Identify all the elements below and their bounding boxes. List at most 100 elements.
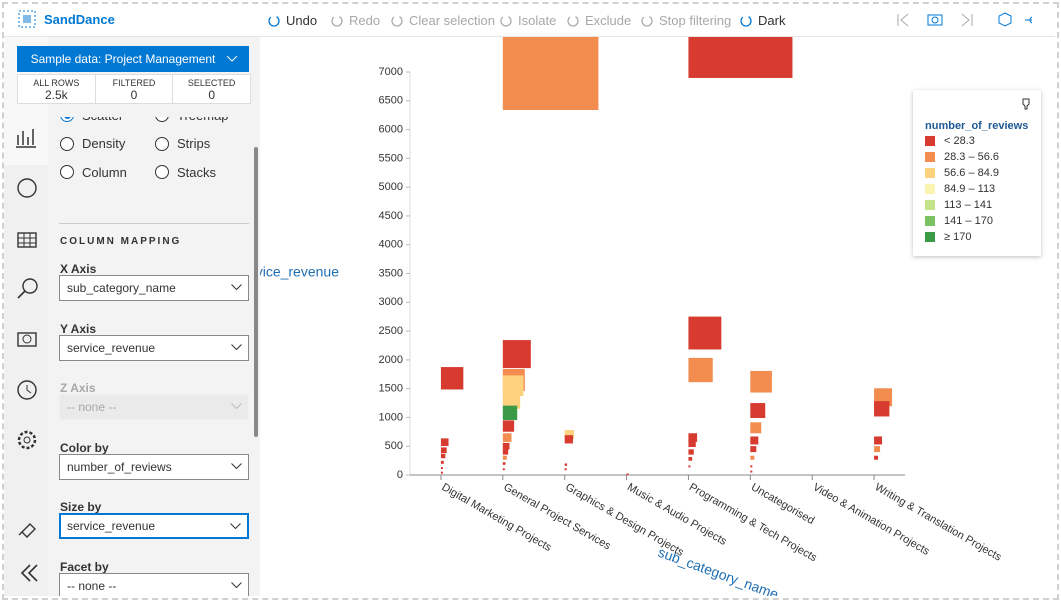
data-point[interactable] <box>502 468 505 471</box>
legend-label: < 28.3 <box>944 135 975 147</box>
data-point[interactable] <box>688 0 793 78</box>
data-point[interactable] <box>502 455 507 460</box>
data-point[interactable] <box>688 433 698 442</box>
data-point[interactable] <box>688 439 696 448</box>
y-tick-label: 7000 <box>379 66 403 78</box>
section-title: COLUMN MAPPING <box>60 236 182 247</box>
data-point[interactable] <box>688 449 694 455</box>
data-point[interactable] <box>502 420 515 432</box>
data-point[interactable] <box>874 436 883 445</box>
data-point[interactable] <box>750 465 753 468</box>
legend-item[interactable]: ≥ 170 <box>925 231 971 243</box>
data-point[interactable] <box>440 447 447 454</box>
data-point[interactable] <box>750 455 755 460</box>
legend-label: 141 – 170 <box>944 215 993 227</box>
data-point[interactable] <box>502 442 510 450</box>
data-point[interactable] <box>626 473 629 476</box>
field-select[interactable]: service_revenue <box>59 334 249 361</box>
data-point[interactable] <box>502 14 599 111</box>
data-point[interactable] <box>688 457 693 461</box>
legend-item[interactable]: 141 – 170 <box>925 215 993 227</box>
logo[interactable]: SandDance <box>18 10 115 28</box>
stat: ALL ROWS 2.5k <box>18 75 96 103</box>
button-label: Exclude <box>585 13 632 28</box>
data-point[interactable] <box>750 446 757 453</box>
field-select[interactable]: sub_category_name <box>59 275 249 301</box>
data-point[interactable] <box>874 401 890 417</box>
data-point[interactable] <box>440 367 464 390</box>
button-label: Dark <box>758 13 786 28</box>
data-point[interactable] <box>440 453 446 459</box>
toolbar-button[interactable]: Undo <box>267 13 317 28</box>
y-tick-label: 1000 <box>379 411 403 423</box>
data-point[interactable] <box>440 460 444 464</box>
legend-swatch <box>925 168 935 178</box>
field-value: -- none -- <box>67 579 117 593</box>
data-point[interactable] <box>688 316 722 350</box>
radio-button <box>60 165 74 180</box>
data-point[interactable] <box>564 430 575 440</box>
button-icon <box>641 14 653 27</box>
data-point[interactable] <box>440 438 449 446</box>
toolbar-button[interactable]: Dark <box>739 13 785 28</box>
scrollbar[interactable] <box>254 147 258 437</box>
chart-type-option[interactable]: Strips <box>155 136 210 151</box>
field-select[interactable]: service_revenue <box>59 513 249 540</box>
chart-type-option[interactable]: Density <box>60 136 125 151</box>
data-point[interactable] <box>874 446 881 453</box>
legend-item[interactable]: < 28.3 <box>925 135 975 147</box>
data-point[interactable] <box>874 455 879 460</box>
data-point[interactable] <box>440 467 443 470</box>
legend-label: 28.3 – 56.6 <box>944 151 1000 163</box>
button-label: Clear selection <box>409 13 495 28</box>
legend-item[interactable]: 113 – 141 <box>925 199 992 211</box>
legend-item[interactable]: 56.6 – 84.9 <box>925 167 999 179</box>
legend-item[interactable]: 28.3 – 56.6 <box>925 151 999 163</box>
data-point[interactable] <box>750 403 766 418</box>
field-select[interactable]: -- none -- <box>59 573 249 596</box>
chart-type-option[interactable]: Scatter <box>60 117 123 123</box>
data-point[interactable] <box>502 433 512 442</box>
data-point[interactable] <box>688 465 691 468</box>
radio-label: Treemap <box>177 117 229 123</box>
rail-icons <box>4 37 48 582</box>
data-point[interactable] <box>750 470 753 473</box>
field-value: -- none -- <box>67 400 117 415</box>
stat-label: SELECTED <box>187 78 236 88</box>
data-point[interactable] <box>564 468 567 471</box>
data-point[interactable] <box>502 405 518 421</box>
field-label: X Axis <box>60 262 97 276</box>
data-point[interactable] <box>502 449 509 455</box>
panel-content: COLUMN MAPPING GridBarScatterTreemapDens… <box>48 117 260 596</box>
data-point[interactable] <box>502 340 531 369</box>
chart-type-option[interactable]: Stacks <box>155 165 216 180</box>
data-point[interactable] <box>502 462 506 465</box>
x-tick-label: Writing & Translation Projects <box>873 481 1004 564</box>
y-tick-label: 3000 <box>379 296 403 308</box>
field-select[interactable]: number_of_reviews <box>59 453 249 480</box>
app-name: SandDance <box>44 11 115 27</box>
y-tick-label: 5500 <box>379 152 403 164</box>
data-source-button[interactable]: Sample data: Project Management <box>17 46 249 72</box>
chart-type-option[interactable]: Treemap <box>155 117 229 123</box>
chevron <box>231 462 242 470</box>
legend-item[interactable]: 84.9 – 113 <box>925 183 995 195</box>
data-point[interactable] <box>440 471 443 474</box>
data-stats: ALL ROWS 2.5k FILTERED 0 SELECTED 0 <box>17 74 251 104</box>
pin-icon[interactable] <box>1021 98 1031 110</box>
data-point[interactable] <box>564 435 573 444</box>
button-icon <box>500 14 512 27</box>
chart-type-option[interactable]: Column <box>60 165 127 180</box>
data-point[interactable] <box>750 422 762 434</box>
data-point[interactable] <box>564 463 568 466</box>
button-label: Isolate <box>518 13 557 28</box>
radio-label: Scatter <box>82 117 123 123</box>
x-tick-label: Graphics & Design Projects <box>563 481 686 559</box>
data-point[interactable] <box>750 436 759 445</box>
data-point[interactable] <box>502 375 524 397</box>
data-point[interactable] <box>688 357 713 383</box>
data-point[interactable] <box>502 391 521 409</box>
data-point[interactable] <box>750 370 772 393</box>
